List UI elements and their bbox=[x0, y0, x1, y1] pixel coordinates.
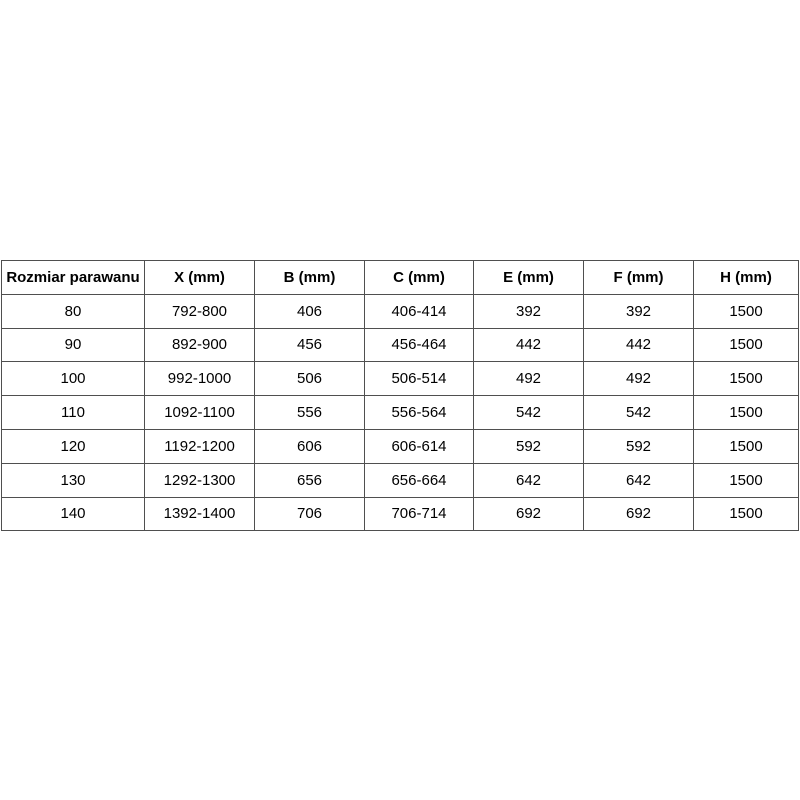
table-cell: 1392-1400 bbox=[144, 496, 255, 532]
table-cell: 892-900 bbox=[144, 327, 255, 363]
table-header: Rozmiar parawanu X (mm) B (mm) C (mm) E (mm)… bbox=[1, 260, 799, 295]
table-cell: 406-414 bbox=[364, 293, 474, 329]
table-cell: 392 bbox=[473, 293, 584, 329]
header-row: Rozmiar parawanu X (mm) B (mm) C (mm) E (mm)… bbox=[1, 260, 799, 295]
table-cell: 506 bbox=[254, 361, 365, 397]
table-cell: 556 bbox=[254, 395, 365, 430]
table-cell: 592 bbox=[473, 428, 584, 464]
table-cell: 492 bbox=[583, 361, 694, 397]
column-header: Rozmiar parawanu bbox=[1, 260, 145, 295]
table-cell: 492 bbox=[473, 361, 584, 397]
table-row: 120 1192-1200 606 606-614 592 592 1500 bbox=[1, 428, 799, 464]
table-cell: 110 bbox=[1, 395, 145, 430]
column-header: F (mm) bbox=[583, 260, 694, 295]
table-cell: 1500 bbox=[693, 327, 799, 363]
table-cell: 656 bbox=[254, 462, 365, 498]
table-cell: 792-800 bbox=[144, 293, 255, 329]
table-cell: 542 bbox=[583, 395, 694, 430]
table-row: 130 1292-1300 656 656-664 642 642 1500 bbox=[1, 462, 799, 498]
column-header: C (mm) bbox=[364, 260, 474, 295]
table-cell: 1500 bbox=[693, 462, 799, 498]
table-row: 100 992-1000 506 506-514 492 492 1500 bbox=[1, 361, 799, 397]
table-cell: 706-714 bbox=[364, 496, 474, 532]
table-cell: 606-614 bbox=[364, 428, 474, 464]
table-cell: 90 bbox=[1, 327, 145, 363]
table-cell: 442 bbox=[473, 327, 584, 363]
table-cell: 642 bbox=[583, 462, 694, 498]
table-cell: 1292-1300 bbox=[144, 462, 255, 498]
size-table: Rozmiar parawanu X (mm) B (mm) C (mm) E (mm)… bbox=[1, 260, 799, 532]
table-cell: 1500 bbox=[693, 361, 799, 397]
table-cell: 992-1000 bbox=[144, 361, 255, 397]
column-header: E (mm) bbox=[473, 260, 584, 295]
table-row: 110 1092-1100 556 556-564 542 542 1500 bbox=[1, 395, 799, 430]
table-cell: 1500 bbox=[693, 496, 799, 532]
table-cell: 100 bbox=[1, 361, 145, 397]
table-cell: 406 bbox=[254, 293, 365, 329]
table-cell: 1500 bbox=[693, 395, 799, 430]
table-cell: 1500 bbox=[693, 293, 799, 329]
table-cell: 606 bbox=[254, 428, 365, 464]
table-cell: 442 bbox=[583, 327, 694, 363]
table-cell: 656-664 bbox=[364, 462, 474, 498]
table-cell: 706 bbox=[254, 496, 365, 532]
table-cell: 130 bbox=[1, 462, 145, 498]
table-cell: 80 bbox=[1, 293, 145, 329]
table-cell: 1500 bbox=[693, 428, 799, 464]
table-cell: 456 bbox=[254, 327, 365, 363]
table-cell: 120 bbox=[1, 428, 145, 464]
table-cell: 692 bbox=[473, 496, 584, 532]
table-row: 140 1392-1400 706 706-714 692 692 1500 bbox=[1, 496, 799, 532]
table-cell: 456-464 bbox=[364, 327, 474, 363]
size-table-container: Rozmiar parawanu X (mm) B (mm) C (mm) E (mm)… bbox=[1, 260, 799, 532]
table-cell: 1092-1100 bbox=[144, 395, 255, 430]
table-cell: 692 bbox=[583, 496, 694, 532]
table-cell: 506-514 bbox=[364, 361, 474, 397]
table-cell: 542 bbox=[473, 395, 584, 430]
table-cell: 140 bbox=[1, 496, 145, 532]
table-cell: 556-564 bbox=[364, 395, 474, 430]
table-cell: 592 bbox=[583, 428, 694, 464]
table-cell: 1192-1200 bbox=[144, 428, 255, 464]
table-row: 80 792-800 406 406-414 392 392 1500 bbox=[1, 293, 799, 329]
column-header: X (mm) bbox=[144, 260, 255, 295]
column-header: H (mm) bbox=[693, 260, 799, 295]
table-body: 80 792-800 406 406-414 392 392 1500 90 892-900 45… bbox=[1, 293, 799, 532]
table-cell: 392 bbox=[583, 293, 694, 329]
table-row: 90 892-900 456 456-464 442 442 1500 bbox=[1, 327, 799, 363]
column-header: B (mm) bbox=[254, 260, 365, 295]
table-cell: 642 bbox=[473, 462, 584, 498]
